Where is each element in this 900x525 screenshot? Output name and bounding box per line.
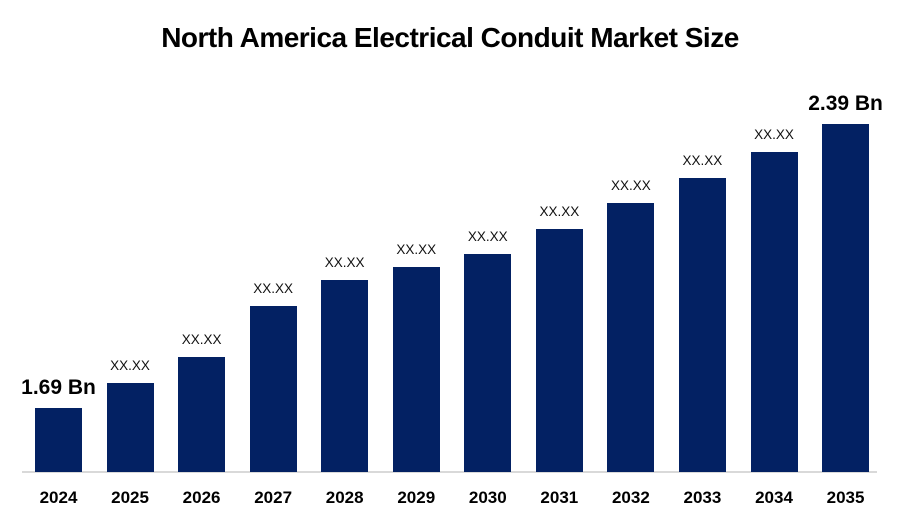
bar-value-label-2035: 2.39 Bn (808, 92, 883, 115)
bar-value-label-2028: XX.XX (324, 255, 365, 270)
bar-2027 (249, 306, 297, 472)
bar-2032 (607, 203, 655, 472)
bar-value-label-2027: XX.XX (253, 281, 294, 296)
x-axis-label-2025: 2025 (111, 488, 149, 507)
bar-value-label-2024: 1.69 Bn (21, 376, 96, 399)
chart-title: North America Electrical Conduit Market … (161, 22, 739, 53)
x-axis-label-2026: 2026 (182, 488, 221, 507)
x-axis-label-2027: 2027 (254, 488, 293, 507)
bar-value-label-2032: XX.XX (611, 178, 651, 193)
x-axis-label-2033: 2033 (683, 488, 722, 507)
bar-2030 (464, 254, 512, 472)
x-axis-label-2032: 2032 (611, 488, 650, 507)
bar-2031 (535, 229, 583, 472)
bar-value-label-2034: XX.XX (754, 127, 794, 142)
bar-value-label-2033: XX.XX (682, 153, 723, 168)
x-axis-label-2030: 2030 (468, 488, 507, 507)
x-axis-line (22, 471, 877, 473)
bar-2024 (35, 408, 82, 472)
bar-2025 (106, 383, 154, 472)
bar-2028 (321, 280, 369, 472)
bar-2034 (750, 152, 798, 472)
x-axis-label-2034: 2034 (755, 488, 793, 507)
x-axis-label-2029: 2029 (397, 488, 436, 507)
bar-value-label-2025: XX.XX (110, 358, 150, 373)
bar-value-label-2030: XX.XX (467, 229, 508, 244)
x-axis-label-2024: 2024 (39, 488, 78, 507)
bar-value-label-2026: XX.XX (181, 332, 222, 347)
x-axis-label-2035: 2035 (826, 488, 865, 507)
bar-2035 (822, 124, 870, 472)
bar-2029 (392, 267, 440, 472)
bar-value-label-2029: XX.XX (396, 242, 437, 257)
bar-2026 (178, 357, 226, 472)
bar-value-label-2031: XX.XX (539, 204, 580, 219)
bar-2033 (678, 178, 726, 472)
x-axis-label-2028: 2028 (325, 488, 364, 507)
x-axis-label-2031: 2031 (540, 488, 579, 507)
